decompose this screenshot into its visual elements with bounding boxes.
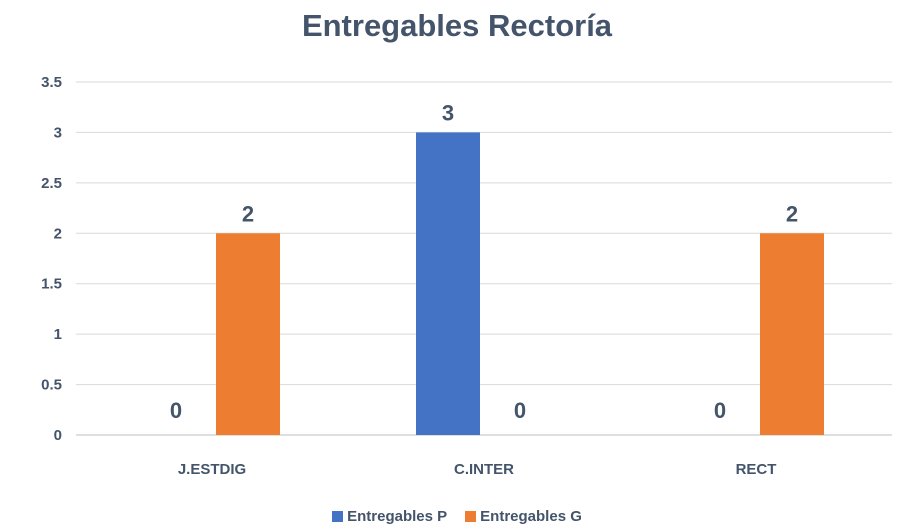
y-tick-label: 1.5: [41, 276, 62, 293]
y-tick-label: 0.5: [41, 377, 62, 394]
data-label: 2: [242, 201, 254, 226]
legend-label: Entregables G: [480, 508, 582, 525]
legend: Entregables P Entregables G: [0, 508, 914, 525]
legend-swatch: [465, 511, 477, 522]
legend-item: Entregables G: [465, 508, 582, 525]
x-category-label: RECT: [736, 461, 777, 478]
chart-title: Entregables Rectoría: [301, 8, 613, 43]
data-label: 0: [514, 398, 526, 423]
y-tick-label: 2.5: [41, 175, 62, 192]
legend-swatch: [332, 511, 344, 522]
y-tick-label: 0: [54, 427, 62, 444]
legend-item: Entregables P: [332, 508, 447, 525]
bar: [760, 233, 824, 435]
bar: [216, 233, 280, 435]
y-tick-label: 3: [54, 124, 62, 141]
y-tick-label: 2: [54, 225, 62, 242]
data-label: 3: [442, 100, 454, 125]
y-tick-label: 3.5: [41, 74, 62, 91]
x-category-label: C.INTER: [454, 461, 514, 478]
data-label: 2: [786, 201, 798, 226]
bar: [416, 132, 480, 435]
legend-label: Entregables P: [347, 508, 448, 525]
data-label: 0: [170, 398, 182, 423]
data-label: 0: [714, 398, 726, 423]
y-tick-label: 1: [54, 326, 62, 343]
x-category-label: J.ESTDIG: [178, 461, 246, 478]
